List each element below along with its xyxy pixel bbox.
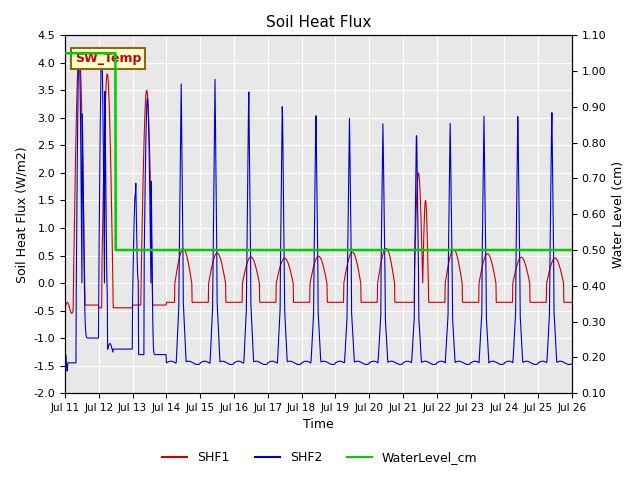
- Legend: SHF1, SHF2, WaterLevel_cm: SHF1, SHF2, WaterLevel_cm: [157, 446, 483, 469]
- Title: Soil Heat Flux: Soil Heat Flux: [266, 15, 371, 30]
- Y-axis label: Soil Heat Flux (W/m2): Soil Heat Flux (W/m2): [15, 146, 28, 283]
- X-axis label: Time: Time: [303, 419, 334, 432]
- Text: SW_Temp: SW_Temp: [75, 52, 141, 65]
- Y-axis label: Water Level (cm): Water Level (cm): [612, 161, 625, 268]
